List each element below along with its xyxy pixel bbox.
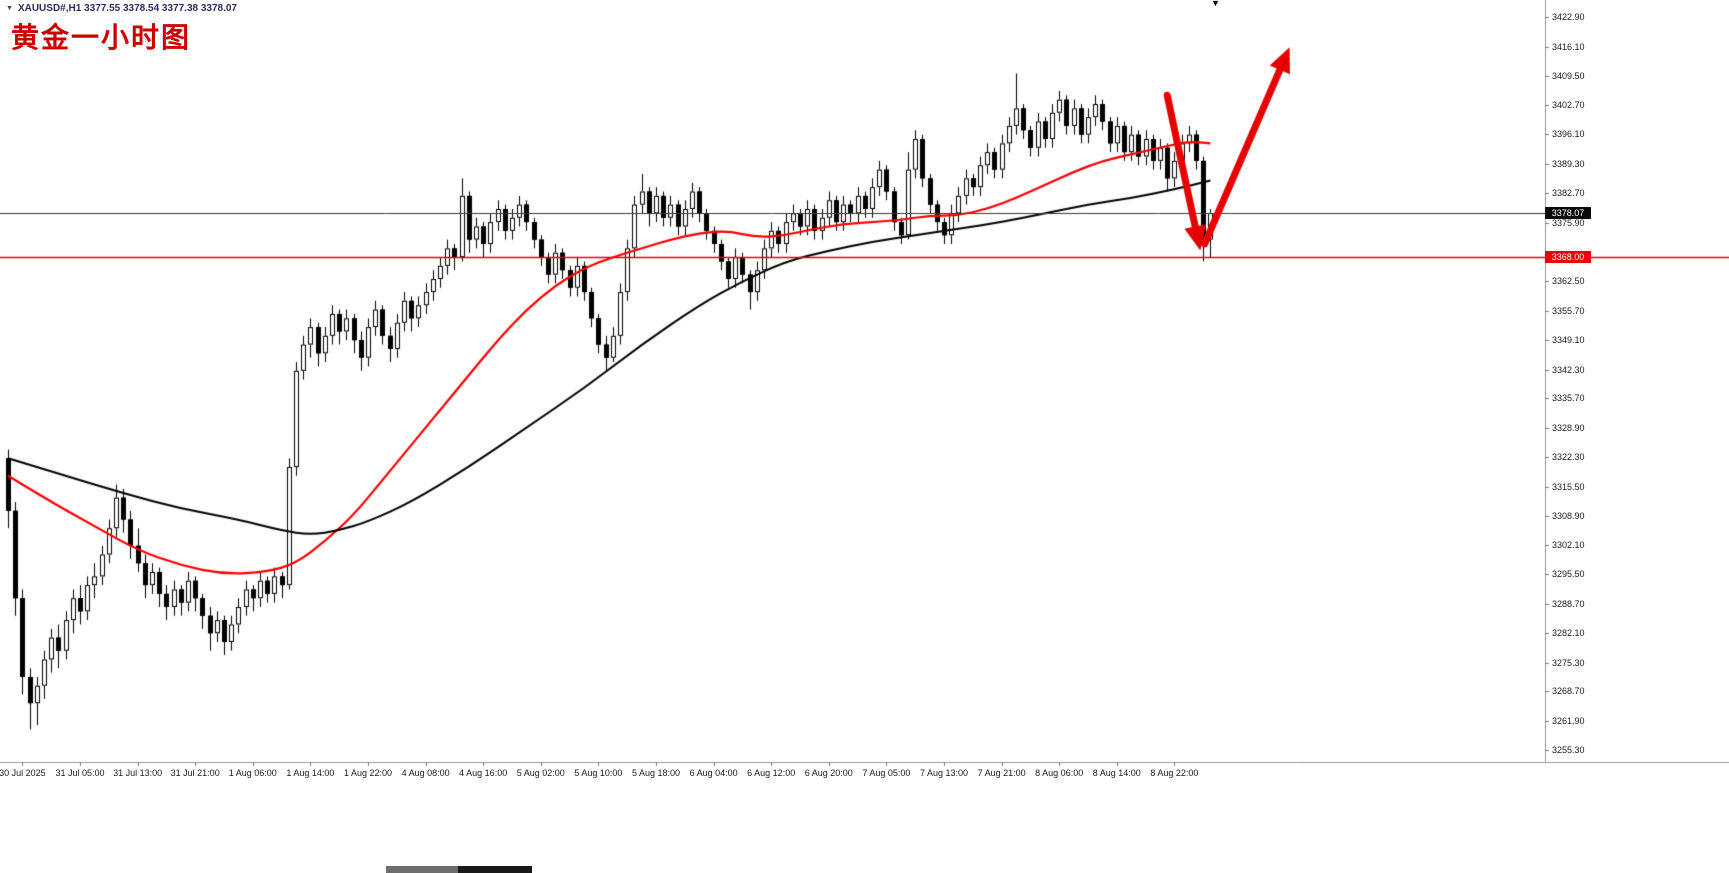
price-axis-label: 3335.70 bbox=[1552, 393, 1585, 404]
hline-price-tag: 3368.00 bbox=[1545, 251, 1591, 264]
price-axis[interactable]: 3422.90 3416.10 3409.50 3402.70 3396.10 3389.… bbox=[1545, 0, 1729, 762]
symbol-dropdown-icon[interactable]: ▼ bbox=[6, 5, 13, 12]
bottom-bar-fragment bbox=[386, 866, 458, 873]
price-axis-label: 3308.90 bbox=[1552, 510, 1585, 521]
price-axis-label: 3315.50 bbox=[1552, 481, 1585, 492]
time-axis-label: 1 Aug 06:00 bbox=[228, 768, 277, 778]
price-axis-label: 3295.50 bbox=[1552, 569, 1585, 580]
time-axis-label: 8 Aug 06:00 bbox=[1035, 768, 1084, 778]
price-axis-label: 3402.70 bbox=[1552, 100, 1585, 111]
symbol-ohlc-text: XAUUSD#,H1 3377.55 3378.54 3377.38 3378.… bbox=[17, 3, 237, 14]
time-axis[interactable]: 30 Jul 2025 31 Jul 05:00 31 Jul 13:00 31 Ju… bbox=[0, 766, 1729, 784]
price-axis-label: 3288.70 bbox=[1552, 598, 1585, 609]
bottom-bar-fragment bbox=[458, 866, 532, 873]
price-axis-label: 3375.90 bbox=[1552, 217, 1585, 228]
price-axis-label: 3409.50 bbox=[1552, 70, 1585, 81]
price-axis-label: 3396.10 bbox=[1552, 129, 1585, 140]
price-axis-label: 3342.30 bbox=[1552, 364, 1585, 375]
price-axis-label: 3328.90 bbox=[1552, 423, 1585, 434]
price-axis-label: 3362.50 bbox=[1552, 276, 1585, 287]
time-axis-label: 30 Jul 2025 bbox=[0, 768, 46, 778]
price-axis-label: 3255.30 bbox=[1552, 745, 1585, 755]
price-axis-label: 3355.70 bbox=[1552, 305, 1585, 316]
time-axis-label: 5 Aug 10:00 bbox=[574, 768, 623, 778]
price-axis-label: 3349.10 bbox=[1552, 334, 1585, 345]
current-price-tag: 3378.07 bbox=[1545, 207, 1591, 220]
time-axis-label: 1 Aug 14:00 bbox=[286, 768, 335, 778]
time-axis-label: 4 Aug 08:00 bbox=[401, 768, 450, 778]
time-axis-label: 5 Aug 02:00 bbox=[516, 768, 565, 778]
time-axis-label: 1 Aug 22:00 bbox=[343, 768, 393, 778]
price-axis-label: 3302.10 bbox=[1552, 540, 1585, 551]
time-axis-label: 6 Aug 04:00 bbox=[689, 768, 738, 778]
scroll-to-end-icon[interactable]: ▼ bbox=[1211, 0, 1220, 8]
chart-title-annotation: 黄金一小时图 bbox=[11, 23, 192, 54]
time-axis-label: 8 Aug 14:00 bbox=[1092, 768, 1141, 778]
time-axis-label: 7 Aug 05:00 bbox=[862, 768, 911, 778]
price-axis-label: 3268.70 bbox=[1552, 686, 1585, 697]
price-axis-label: 3416.10 bbox=[1552, 41, 1585, 52]
price-axis-label: 3261.90 bbox=[1552, 716, 1585, 727]
symbol-bar: ▼ XAUUSD#,H1 3377.55 3378.54 3377.38 337… bbox=[6, 3, 237, 14]
time-axis-label: 7 Aug 21:00 bbox=[977, 768, 1026, 778]
time-axis-label: 31 Jul 05:00 bbox=[55, 768, 105, 778]
time-axis-label: 31 Jul 21:00 bbox=[170, 768, 220, 778]
time-axis-label: 8 Aug 22:00 bbox=[1150, 768, 1199, 778]
price-axis-label: 3322.30 bbox=[1552, 451, 1585, 462]
price-axis-label: 3275.30 bbox=[1552, 657, 1585, 668]
time-axis-label: 7 Aug 13:00 bbox=[919, 768, 969, 778]
price-axis-label: 3422.90 bbox=[1552, 12, 1585, 22]
time-axis-label: 5 Aug 18:00 bbox=[631, 768, 681, 778]
time-axis-label: 31 Jul 13:00 bbox=[113, 768, 163, 778]
time-axis-label: 4 Aug 16:00 bbox=[459, 768, 508, 778]
time-axis-label: 6 Aug 12:00 bbox=[747, 768, 796, 778]
price-axis-label: 3389.30 bbox=[1552, 158, 1585, 169]
price-axis-label: 3282.10 bbox=[1552, 627, 1585, 638]
time-axis-label: 6 Aug 20:00 bbox=[804, 768, 853, 778]
price-axis-label: 3382.70 bbox=[1552, 187, 1585, 198]
